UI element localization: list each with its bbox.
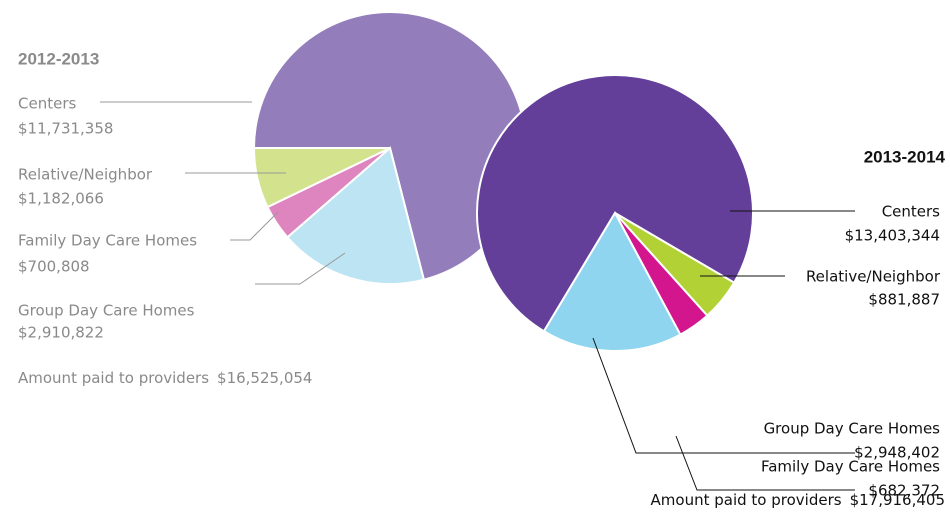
legend-label: Group Day Care Homes [18, 302, 195, 320]
legend-label: Relative/Neighbor [18, 166, 153, 184]
total-label: Amount paid to providers [651, 491, 842, 509]
total-text: Amount paid to providers $17,916,405 [651, 491, 945, 509]
pie-slice [476, 74, 754, 333]
total-value: $16,525,054 [217, 369, 312, 387]
value-label: $700,808 [18, 258, 90, 276]
leader-line [255, 252, 346, 285]
legend-label: Family Day Care Homes [761, 458, 940, 476]
pie-slice [285, 146, 426, 285]
pie-2013: 2013-2014 Centers $13,403,344 Relative/Neig… [476, 74, 946, 509]
value-label: $682,372 [868, 482, 940, 500]
pie-slice [542, 210, 682, 352]
value-label: $13,403,344 [845, 227, 940, 245]
value-label: $881,887 [868, 291, 940, 309]
legend-label: Centers [18, 95, 76, 113]
value-label: $11,731,358 [18, 120, 113, 138]
legend-label: Centers [882, 203, 940, 221]
leader-line [675, 435, 855, 491]
pie-title: 2012-2013 [18, 49, 99, 68]
total-text: Amount paid to providers $16,525,054 [18, 369, 312, 387]
total-value: $17,916,405 [850, 491, 945, 509]
value-label: $2,948,402 [854, 444, 940, 462]
value-label: $2,910,822 [18, 324, 104, 342]
leader-line [230, 211, 279, 241]
legend-label: Family Day Care Homes [18, 232, 197, 250]
legend-label: Group Day Care Homes [764, 420, 941, 438]
value-label: $1,182,066 [18, 190, 104, 208]
leader-line [592, 337, 855, 454]
pie-2012: 2012-2013 Centers $11,731,358 Relative/Neig… [18, 11, 527, 387]
pie-slice [252, 147, 391, 209]
total-label: Amount paid to providers [18, 369, 209, 387]
legend-label: Relative/Neighbor [806, 268, 941, 286]
pie-title: 2013-2014 [864, 147, 946, 166]
